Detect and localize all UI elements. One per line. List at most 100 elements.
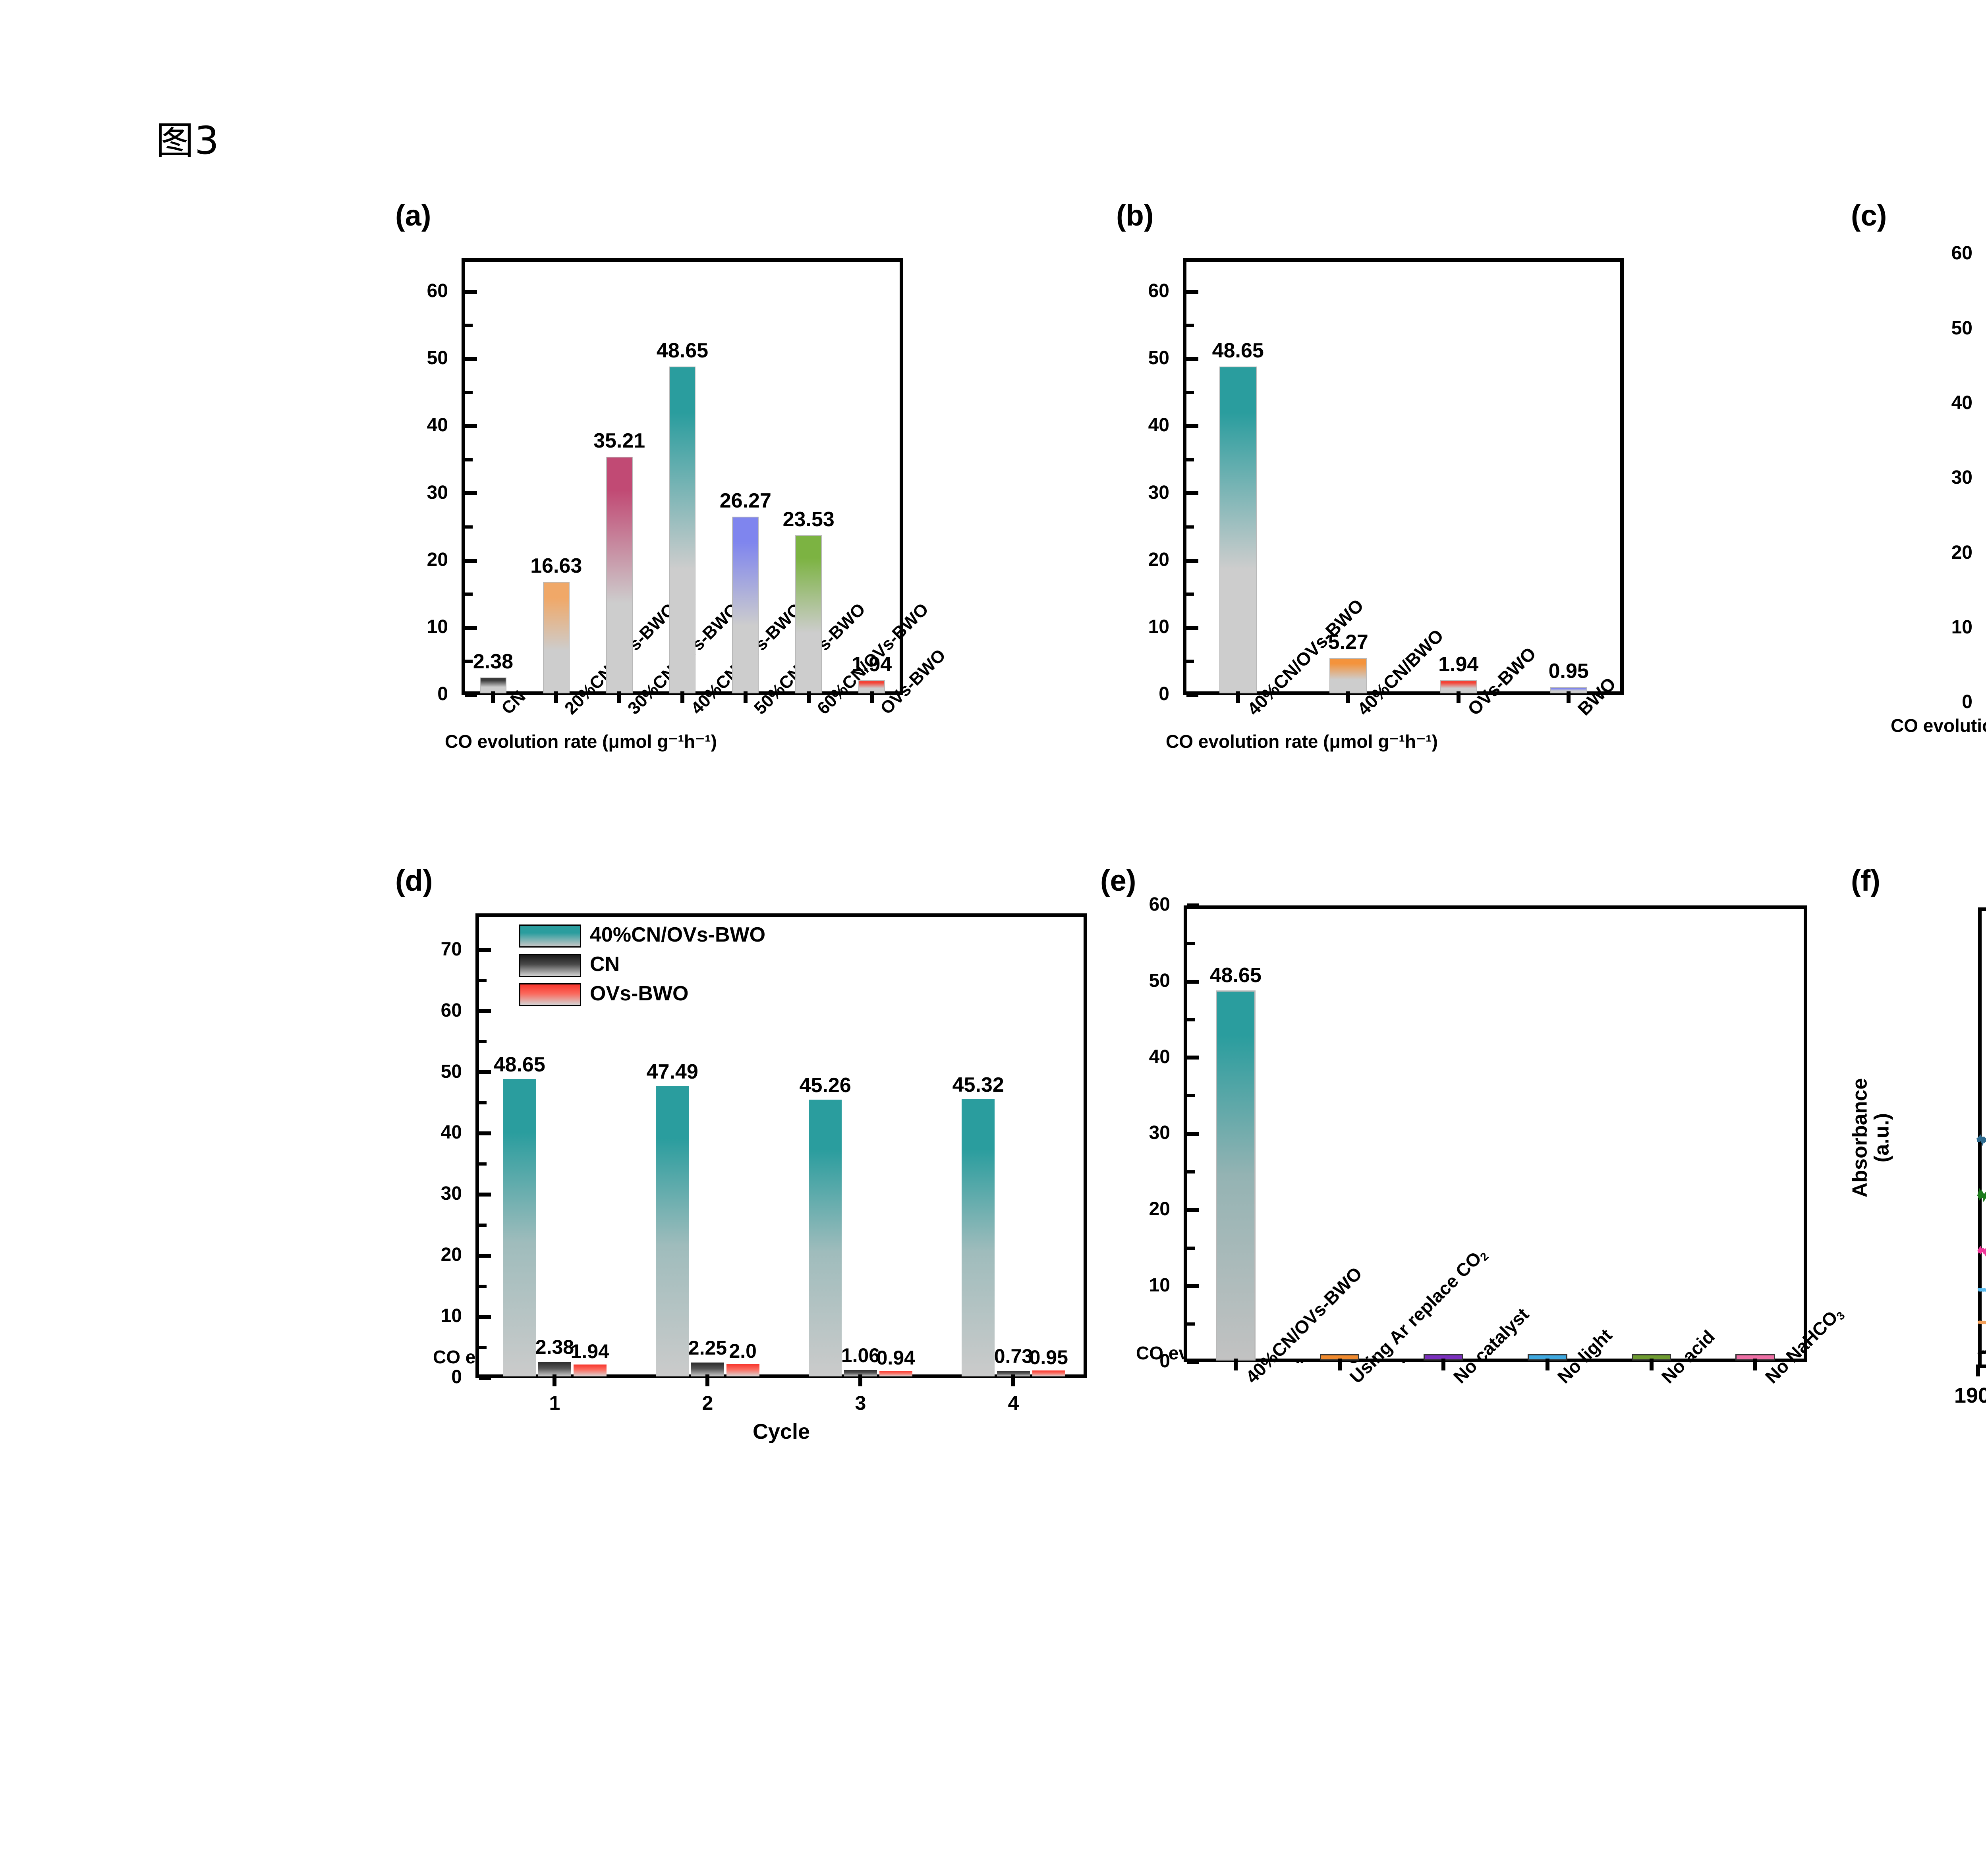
bar-series1-cycle1	[691, 1363, 724, 1376]
y-tick-major	[479, 1131, 491, 1136]
bar-value-label: 48.65	[493, 1053, 545, 1077]
y-tick-major	[1186, 290, 1198, 294]
y-tick-minor	[1187, 1246, 1195, 1250]
y-tick-major	[479, 948, 491, 952]
y-tick-label: 10	[440, 1305, 462, 1327]
y-tick-minor	[1186, 660, 1194, 663]
y-tick-label: 0	[1962, 691, 1972, 713]
y-tick-minor	[1186, 525, 1194, 529]
y-tick-label: 20	[1148, 549, 1169, 570]
y-tick-label: 10	[1951, 616, 1972, 638]
y-tick-label: 30	[427, 482, 448, 503]
x-tick	[1753, 1359, 1758, 1370]
x-tick	[806, 691, 811, 703]
panel-b-label: (b)	[1116, 199, 1154, 232]
panel-d-xlabel: Cycle	[752, 1420, 810, 1444]
figure-title: 图3	[156, 118, 220, 163]
trace-label-1: light 15 min	[1985, 1165, 1986, 1189]
x-tick	[1346, 691, 1350, 703]
bar-3	[669, 366, 696, 693]
y-tick-major	[1187, 1132, 1199, 1136]
legend-swatch-0	[519, 924, 581, 948]
bar-value-label: 5.27	[1328, 630, 1368, 654]
x-tick	[1337, 1359, 1342, 1370]
y-tick-label: 10	[427, 616, 448, 637]
bar-value-label: 48.65	[1209, 963, 1262, 987]
legend-label-1: CN	[590, 953, 620, 976]
y-tick-major	[1186, 558, 1198, 563]
bar-value-label: 48.65	[1212, 339, 1264, 362]
y-tick-label: 10	[1149, 1274, 1170, 1296]
y-tick-label: 30	[1148, 482, 1169, 503]
y-tick-minor	[465, 593, 473, 596]
y-tick-major	[1186, 357, 1198, 361]
bar-value-label: 2.25	[688, 1337, 727, 1359]
bar-0	[1219, 366, 1257, 693]
y-tick-label: 40	[1951, 392, 1972, 413]
bar-series1-cycle0	[538, 1362, 571, 1376]
bar-value-label: 2.0	[729, 1340, 757, 1363]
bar-value-label: 16.63	[530, 554, 582, 577]
bar-value-label: 2.38	[473, 650, 514, 673]
bar-value-label: 1.06	[841, 1344, 880, 1366]
y-tick-minor	[1187, 1094, 1195, 1098]
bar-2	[606, 457, 633, 693]
y-tick-minor	[1187, 1322, 1195, 1326]
y-tick-minor	[465, 660, 473, 663]
y-tick-major	[465, 424, 477, 428]
y-tick-label: 0	[1159, 683, 1169, 705]
y-tick-label: 60	[1148, 280, 1169, 301]
y-tick-minor	[1186, 458, 1194, 461]
y-tick-label: 60	[1149, 894, 1170, 915]
y-tick-major	[465, 625, 477, 630]
bar-series1-cycle3	[997, 1371, 1030, 1376]
y-tick-major	[465, 558, 477, 563]
y-tick-major	[1186, 625, 1198, 630]
x-tick	[1441, 1359, 1446, 1370]
y-tick-major	[1187, 1360, 1199, 1364]
bar-value-label: 23.53	[782, 508, 835, 531]
y-tick-major	[479, 1376, 491, 1380]
y-tick-minor	[1187, 1170, 1195, 1173]
legend-swatch-1	[519, 954, 581, 977]
y-tick-minor	[1186, 324, 1194, 327]
y-tick-label: 50	[1148, 347, 1169, 369]
bar-value-label: 47.49	[646, 1060, 698, 1083]
y-tick-label: 60	[1951, 243, 1972, 264]
x-tick-label: 1	[549, 1392, 560, 1414]
x-tick	[705, 1374, 710, 1386]
trace-label-4: dark 15 min	[1985, 1292, 1986, 1316]
y-tick-major	[1187, 903, 1199, 907]
bar-value-label: 1.94	[1438, 653, 1479, 676]
x-tick-label: 4	[1008, 1392, 1019, 1414]
y-tick-label: 20	[440, 1244, 462, 1266]
y-tick-label: 60	[440, 1000, 462, 1021]
x-tick	[1545, 1359, 1549, 1370]
x-tick	[553, 1374, 557, 1386]
y-tick-major	[1187, 1056, 1199, 1060]
y-tick-label: 20	[1149, 1198, 1170, 1220]
bar-value-label: 35.21	[593, 429, 645, 453]
panel-e-label: (e)	[1100, 864, 1136, 897]
y-tick-minor	[479, 1224, 487, 1227]
y-tick-minor	[465, 391, 473, 394]
y-tick-minor	[1187, 1018, 1195, 1021]
x-tick	[680, 691, 684, 703]
panel-f-label: (f)	[1851, 864, 1880, 897]
trace-label-5: dark 5 min	[1985, 1322, 1986, 1346]
y-tick-minor	[479, 1346, 487, 1349]
bar-series2-cycle3	[1032, 1370, 1065, 1376]
panel-a-label: (a)	[395, 199, 431, 232]
y-tick-minor	[479, 979, 487, 982]
x-tick	[1011, 1374, 1016, 1386]
x-tick	[1233, 1359, 1238, 1370]
y-tick-major	[465, 290, 477, 294]
legend-label-2: OVs-BWO	[590, 982, 689, 1005]
panel-c-label: (c)	[1851, 199, 1887, 232]
y-tick-minor	[1186, 391, 1194, 394]
y-tick-label: 20	[427, 549, 448, 570]
y-tick-label: 40	[1148, 415, 1169, 436]
y-tick-label: 50	[440, 1061, 462, 1082]
bar-value-label: 0.94	[876, 1346, 915, 1369]
y-tick-major	[465, 491, 477, 496]
